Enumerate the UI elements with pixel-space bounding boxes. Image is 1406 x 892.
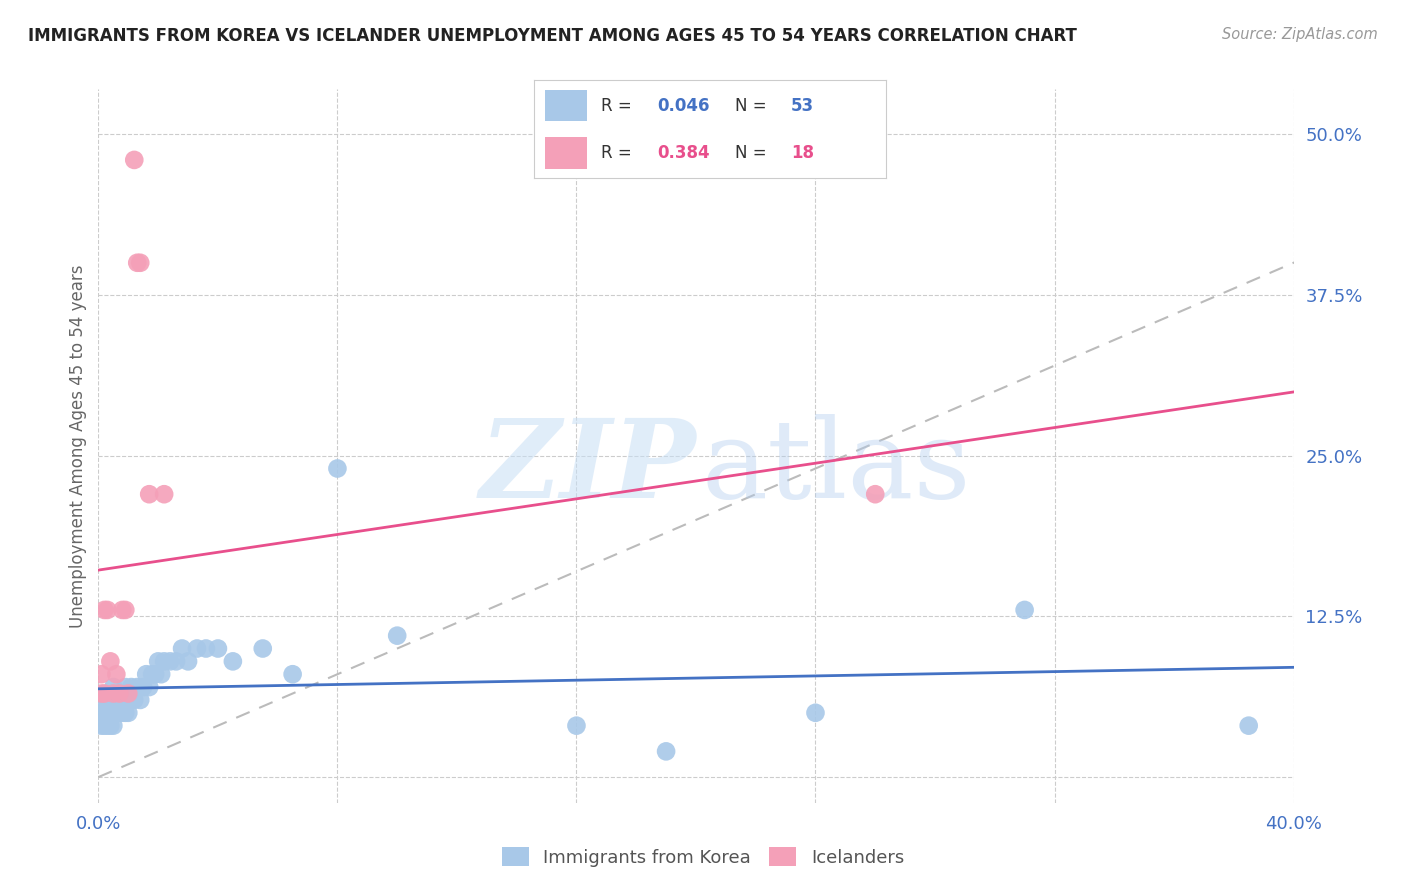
Point	[207, 641, 229, 656]
Point	[100, 654, 122, 668]
Text: atlas: atlas	[702, 414, 972, 521]
Text: R =: R =	[602, 97, 637, 115]
Point	[129, 693, 152, 707]
Point	[100, 693, 122, 707]
Point	[105, 706, 128, 720]
Point	[141, 667, 163, 681]
Point	[93, 686, 115, 700]
Point	[120, 680, 142, 694]
Point	[148, 654, 170, 668]
Point	[143, 667, 166, 681]
Point	[111, 603, 134, 617]
Point	[96, 693, 118, 707]
Point	[804, 706, 827, 720]
Point	[96, 603, 118, 617]
Point	[153, 654, 176, 668]
Point	[108, 693, 131, 707]
Point	[127, 680, 149, 694]
Point	[90, 686, 112, 700]
Text: ZIP: ZIP	[479, 414, 696, 521]
Text: N =: N =	[734, 97, 772, 115]
Point	[177, 654, 200, 668]
Point	[93, 603, 115, 617]
Y-axis label: Unemployment Among Ages 45 to 54 years: Unemployment Among Ages 45 to 54 years	[69, 264, 87, 628]
Point	[103, 680, 125, 694]
Point	[103, 719, 125, 733]
Point	[103, 686, 125, 700]
Point	[195, 641, 218, 656]
Text: 18: 18	[790, 144, 814, 161]
Point	[132, 680, 155, 694]
Point	[90, 706, 112, 720]
Point	[114, 706, 136, 720]
Point	[96, 719, 118, 733]
Point	[105, 667, 128, 681]
Point	[111, 706, 134, 720]
Point	[90, 719, 112, 733]
Point	[1237, 719, 1260, 733]
Point	[93, 719, 115, 733]
Text: 0.046: 0.046	[657, 97, 710, 115]
Text: 0.384: 0.384	[657, 144, 710, 161]
Text: N =: N =	[734, 144, 772, 161]
Point	[281, 667, 304, 681]
Point	[108, 686, 131, 700]
Point	[159, 654, 181, 668]
Point	[135, 667, 157, 681]
Point	[150, 667, 173, 681]
Point	[172, 641, 194, 656]
Legend: Immigrants from Korea, Icelanders: Immigrants from Korea, Icelanders	[495, 840, 911, 874]
Point	[93, 706, 115, 720]
Point	[100, 706, 122, 720]
Point	[103, 706, 125, 720]
Point	[127, 256, 149, 270]
Point	[117, 693, 139, 707]
Point	[186, 641, 208, 656]
Point	[252, 641, 274, 656]
Point	[114, 680, 136, 694]
Point	[138, 487, 160, 501]
Point	[105, 693, 128, 707]
Point	[100, 719, 122, 733]
Point	[129, 256, 152, 270]
Point	[138, 680, 160, 694]
Point	[124, 693, 146, 707]
Point	[124, 153, 146, 167]
Point	[1014, 603, 1036, 617]
Point	[114, 603, 136, 617]
Point	[96, 706, 118, 720]
Point	[165, 654, 187, 668]
Text: IMMIGRANTS FROM KOREA VS ICELANDER UNEMPLOYMENT AMONG AGES 45 TO 54 YEARS CORREL: IMMIGRANTS FROM KOREA VS ICELANDER UNEMP…	[28, 27, 1077, 45]
Text: Source: ZipAtlas.com: Source: ZipAtlas.com	[1222, 27, 1378, 42]
Point	[117, 706, 139, 720]
Point	[108, 706, 131, 720]
Point	[117, 686, 139, 700]
Point	[865, 487, 887, 501]
Bar	[544, 90, 586, 121]
Text: R =: R =	[602, 144, 637, 161]
Bar	[544, 137, 586, 169]
Point	[90, 667, 112, 681]
Point	[153, 487, 176, 501]
Point	[93, 693, 115, 707]
Point	[326, 461, 349, 475]
Point	[565, 719, 588, 733]
Point	[385, 629, 409, 643]
Point	[111, 693, 134, 707]
Point	[655, 744, 678, 758]
Text: 53: 53	[790, 97, 814, 115]
Point	[222, 654, 245, 668]
